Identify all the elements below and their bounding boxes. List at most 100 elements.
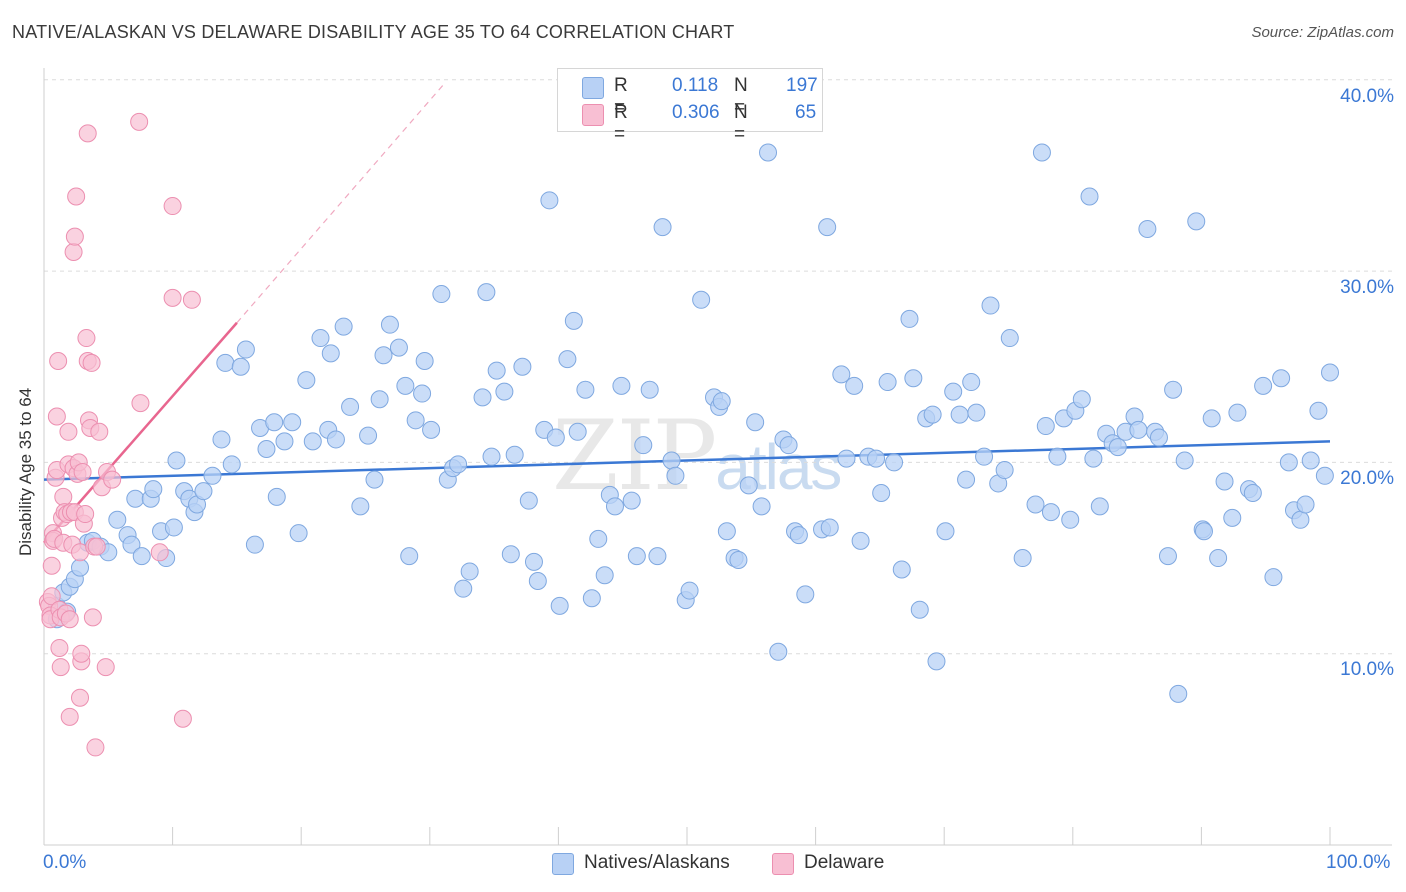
delaware-swatch	[582, 104, 604, 126]
native-point	[216, 353, 235, 372]
native-point	[222, 455, 241, 474]
native-point	[820, 518, 839, 537]
native-point	[769, 642, 788, 661]
native-point	[1243, 484, 1262, 503]
native-point	[936, 522, 955, 541]
native-point	[1090, 497, 1109, 516]
native-point	[1296, 495, 1315, 514]
delaware-point	[103, 470, 122, 489]
native-point	[400, 547, 419, 566]
legend-n-key: N =	[734, 102, 748, 145]
native-point	[245, 535, 264, 554]
delaware-point	[130, 112, 149, 131]
legend-r-key: R =	[614, 75, 628, 118]
delaware-point	[67, 187, 86, 206]
native-point	[1084, 449, 1103, 468]
native-point	[634, 436, 653, 455]
native-point	[311, 329, 330, 348]
native-point	[236, 340, 255, 359]
native-point	[380, 315, 399, 334]
y-axis-label: Disability Age 35 to 64	[16, 387, 35, 556]
delaware-point	[82, 353, 101, 372]
delaware-point	[65, 227, 84, 246]
native-point	[680, 581, 699, 600]
axes	[43, 68, 1392, 846]
native-point	[582, 589, 601, 608]
native-point	[872, 484, 891, 503]
native-point	[564, 311, 583, 330]
native-point	[1187, 212, 1206, 231]
native-point	[759, 143, 778, 162]
native-point	[482, 447, 501, 466]
native-point	[900, 309, 919, 328]
native-point	[1175, 451, 1194, 470]
native-point	[550, 596, 569, 615]
native-point	[878, 373, 897, 392]
natives-swatch	[552, 853, 574, 875]
x-tick-label-min: 0.0%	[43, 852, 87, 873]
native-point	[126, 489, 145, 508]
native-point	[212, 430, 231, 449]
native-point	[612, 376, 631, 395]
native-point	[851, 531, 870, 550]
native-point	[1209, 549, 1228, 568]
delaware-point	[71, 688, 90, 707]
delaware-points	[38, 112, 201, 757]
native-point	[975, 447, 994, 466]
delaware-point	[86, 738, 105, 757]
delaware-point	[90, 422, 109, 441]
delaware-point	[50, 638, 69, 657]
native-point	[167, 451, 186, 470]
native-point	[1315, 466, 1334, 485]
native-point	[957, 470, 976, 489]
x-tick-label-max: 100.0%	[1326, 852, 1391, 873]
native-point	[449, 455, 468, 474]
y-tick-label: 30.0%	[1340, 277, 1394, 298]
delaware-point	[83, 608, 102, 627]
native-point	[605, 497, 624, 516]
native-point	[1279, 453, 1298, 472]
delaware-point	[49, 352, 68, 371]
delaware-point	[72, 644, 91, 663]
native-point	[1215, 472, 1234, 491]
native-point	[867, 449, 886, 468]
native-point	[528, 572, 547, 591]
native-point	[1013, 549, 1032, 568]
native-point	[283, 413, 302, 432]
native-point	[739, 476, 758, 495]
native-point	[546, 428, 565, 447]
native-point	[944, 382, 963, 401]
delaware-point	[131, 394, 150, 413]
native-point	[950, 405, 969, 424]
trend-lines	[43, 85, 1331, 544]
native-point	[995, 461, 1014, 480]
delaware-point	[73, 462, 92, 481]
native-point	[351, 497, 370, 516]
native-point	[321, 344, 340, 363]
delaware-point	[60, 707, 79, 726]
native-point	[71, 558, 90, 577]
native-point	[454, 579, 473, 598]
native-point	[1301, 451, 1320, 470]
native-point	[666, 466, 685, 485]
native-point	[712, 392, 731, 411]
native-point	[789, 526, 808, 545]
delaware-point	[77, 329, 96, 348]
native-point	[396, 376, 415, 395]
native-point	[289, 524, 308, 543]
legend-r-value: 0.118	[672, 75, 719, 96]
native-point	[692, 290, 711, 309]
native-point	[406, 411, 425, 430]
delaware-swatch	[772, 853, 794, 875]
native-point	[1223, 508, 1242, 527]
native-point	[595, 566, 614, 585]
delaware-point	[150, 543, 169, 562]
native-point	[359, 426, 378, 445]
delaware-point	[76, 505, 95, 524]
y-tick-label: 20.0%	[1340, 468, 1394, 489]
native-point	[505, 445, 524, 464]
native-point	[415, 352, 434, 371]
native-point	[194, 482, 213, 501]
native-point	[326, 430, 345, 449]
native-point	[1272, 369, 1291, 388]
